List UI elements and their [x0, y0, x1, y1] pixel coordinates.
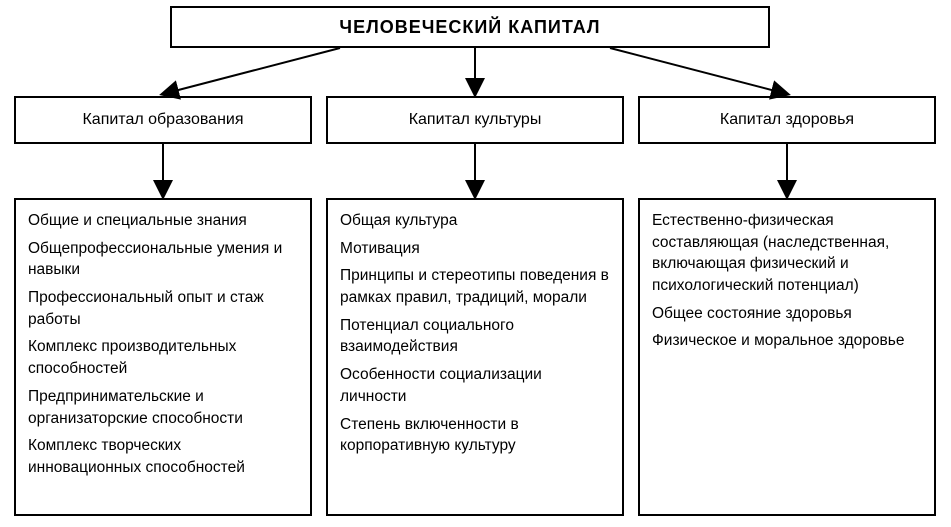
category-node-health: Капитал здоровья [638, 96, 936, 144]
detail-item: Комплекс производительных способностей [28, 336, 298, 379]
category-node-culture: Капитал культуры [326, 96, 624, 144]
detail-item: Естественно-физическая составляющая (нас… [652, 210, 922, 297]
arrow [610, 48, 787, 94]
detail-item: Общее состояние здоровья [652, 303, 922, 325]
category-label: Капитал образования [82, 111, 243, 129]
detail-item: Мотивация [340, 238, 610, 260]
root-label: ЧЕЛОВЕЧЕСКИЙ КАПИТАЛ [339, 17, 600, 38]
detail-item: Принципы и стереотипы поведения в рамках… [340, 265, 610, 308]
root-node: ЧЕЛОВЕЧЕСКИЙ КАПИТАЛ [170, 6, 770, 48]
detail-item: Комплекс творческих инновационных способ… [28, 435, 298, 478]
category-label: Капитал здоровья [720, 111, 854, 129]
detail-item: Потенциал социального взаимодействия [340, 315, 610, 358]
detail-item: Общепрофессиональные умения и навыки [28, 238, 298, 281]
detail-item: Общая культура [340, 210, 610, 232]
detail-item: Степень включенности в корпоративную кул… [340, 414, 610, 457]
detail-item: Физическое и моральное здоровье [652, 330, 922, 352]
detail-item: Общие и специальные знания [28, 210, 298, 232]
detail-box-health: Естественно-физическая составляющая (нас… [638, 198, 936, 516]
detail-item: Профессиональный опыт и стаж работы [28, 287, 298, 330]
detail-item: Особенности социализации личности [340, 364, 610, 407]
detail-item: Предпринимательские и организаторские сп… [28, 386, 298, 429]
detail-box-education: Общие и специальные знания Общепрофессион… [14, 198, 312, 516]
arrow [163, 48, 340, 94]
category-label: Капитал культуры [409, 111, 542, 129]
category-node-education: Капитал образования [14, 96, 312, 144]
detail-box-culture: Общая культура Мотивация Принципы и стерео… [326, 198, 624, 516]
